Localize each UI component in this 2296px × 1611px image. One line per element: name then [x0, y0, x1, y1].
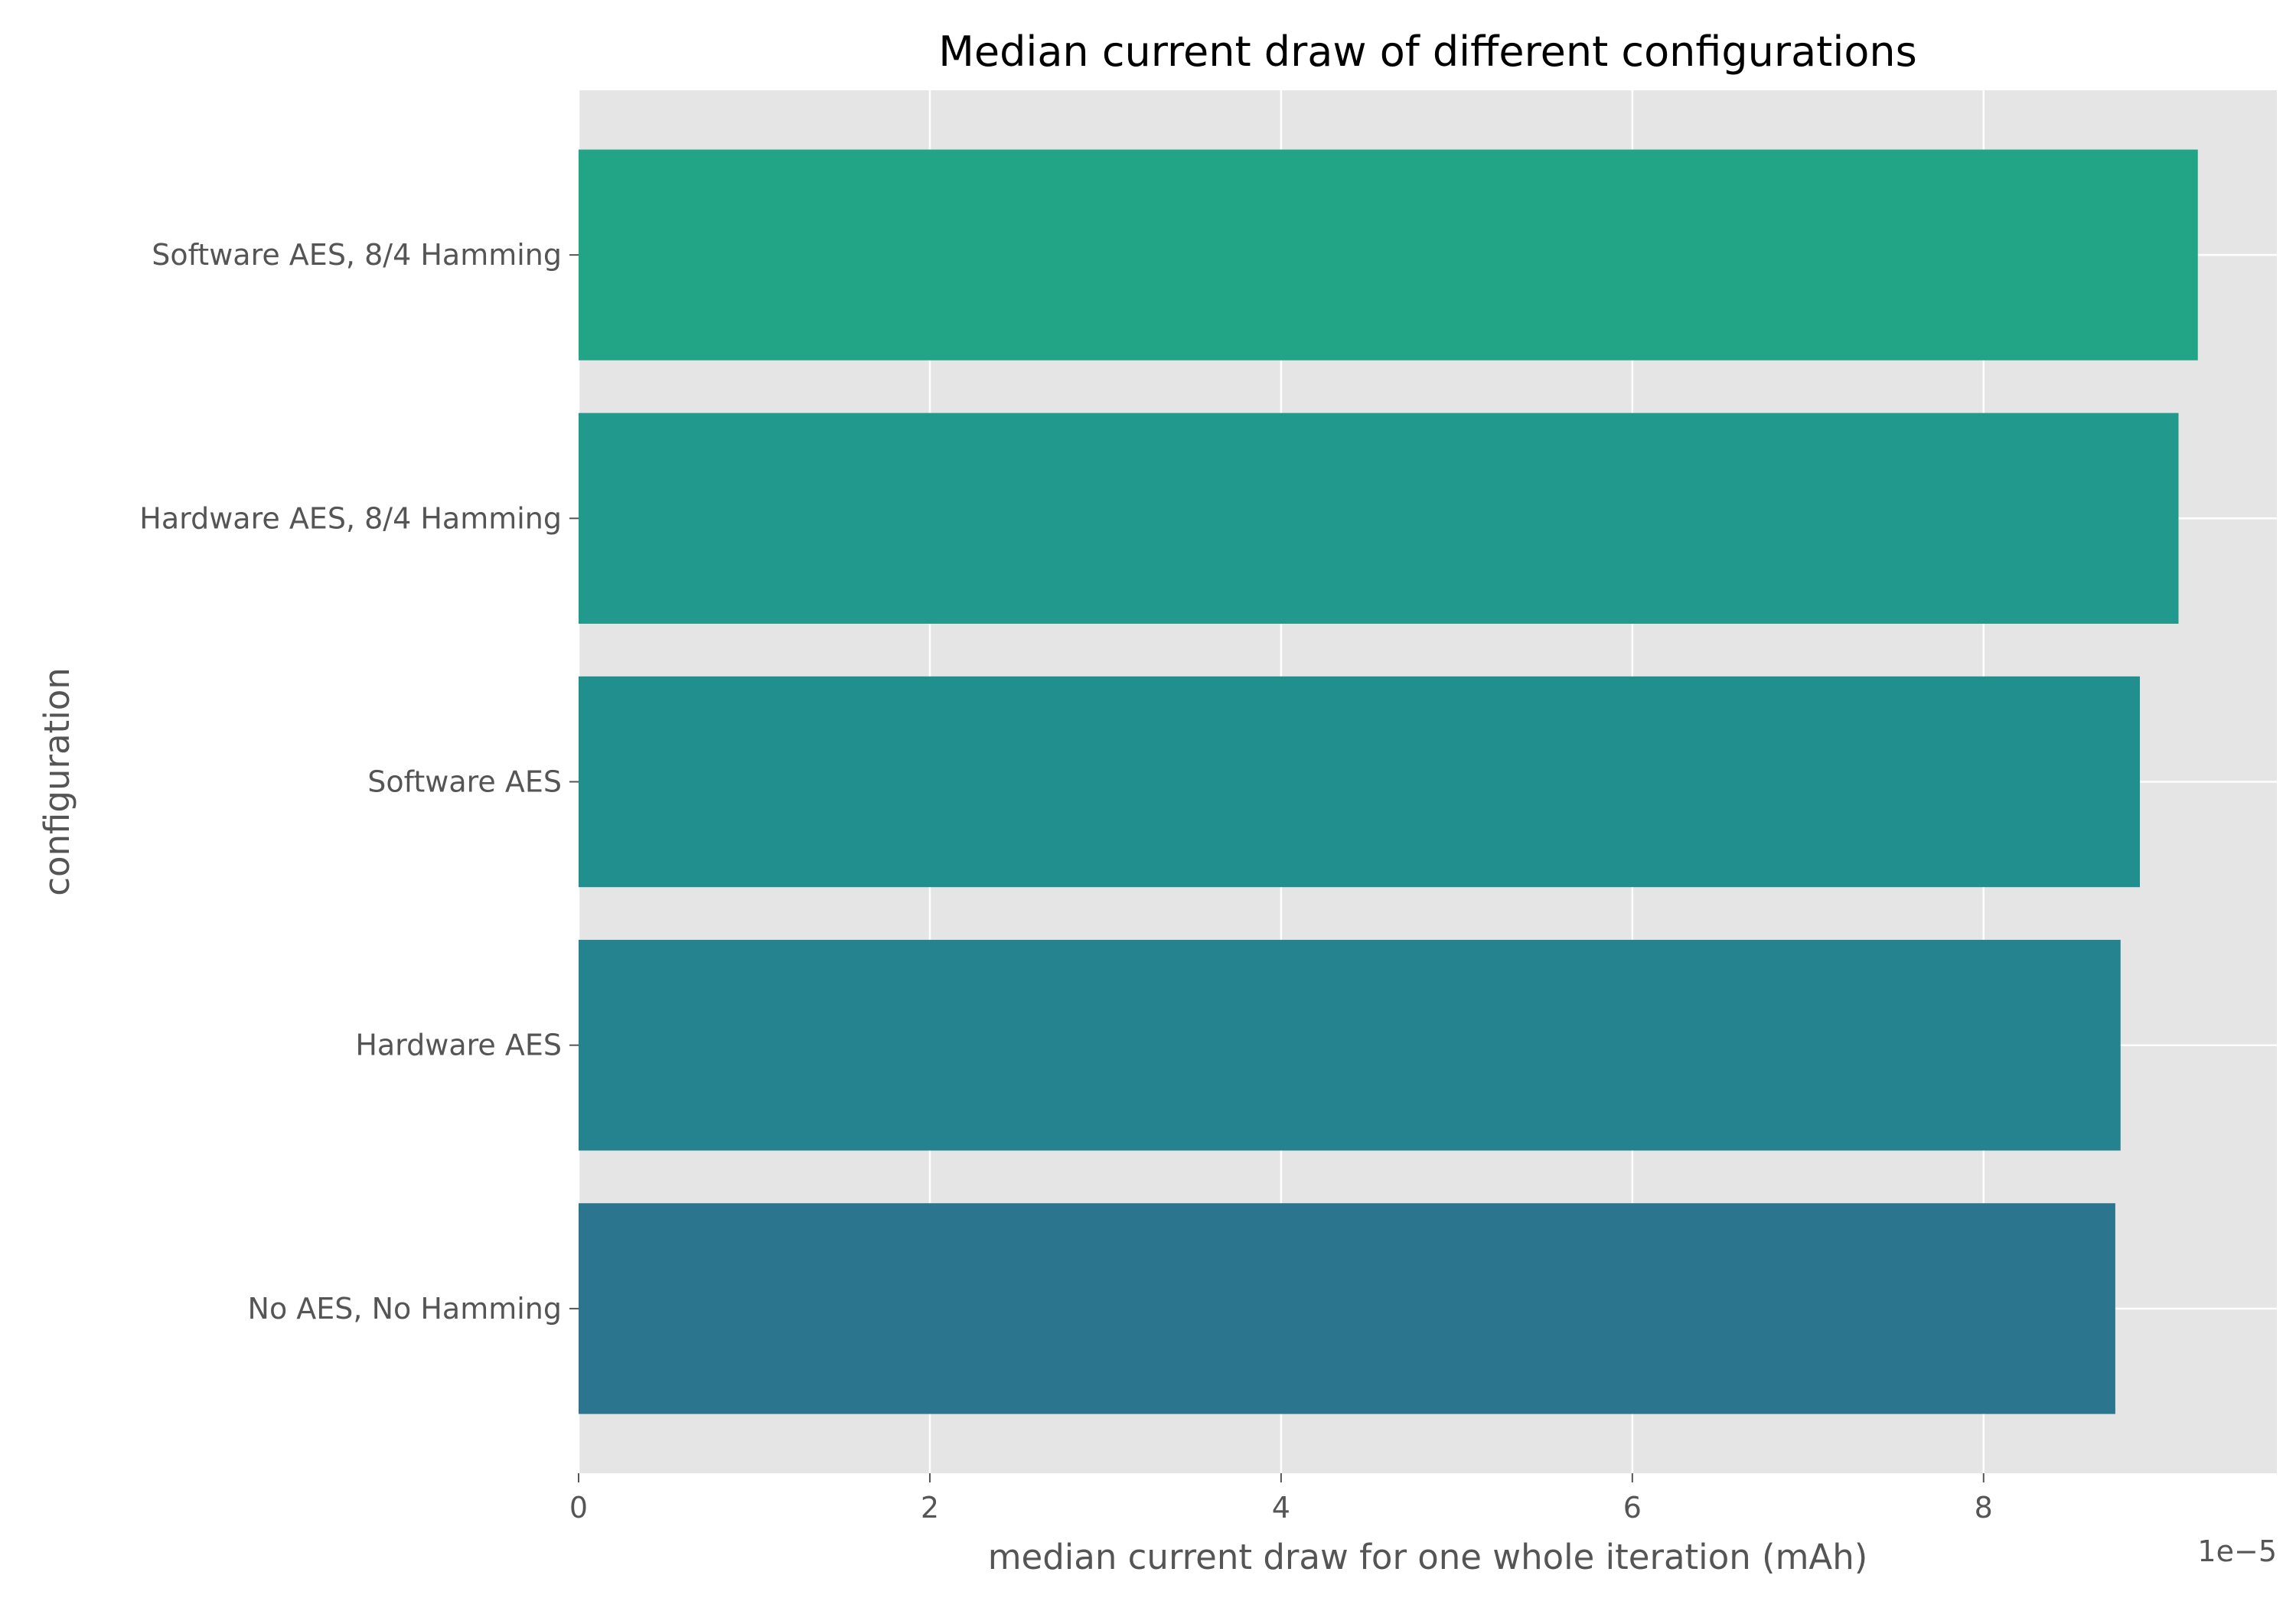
axis-ticks: 0 2 4 6 8 Software AES, 8/4 Hamming Hardware A… — [139, 238, 1993, 1525]
chart-title: Median current draw of different configu… — [938, 28, 1917, 76]
bar — [579, 1203, 2115, 1414]
x-tick-label: 4 — [1272, 1491, 1290, 1525]
bar — [579, 676, 2141, 888]
y-axis-label: configuration — [37, 667, 77, 896]
bar — [579, 413, 2179, 624]
x-tick-label: 8 — [1975, 1491, 1993, 1525]
y-tick-label: Software AES, 8/4 Hamming — [152, 238, 562, 272]
y-tick-label: Hardware AES, 8/4 Hamming — [139, 501, 562, 535]
x-tick-label: 6 — [1623, 1491, 1642, 1525]
x-axis-label: median current draw for one whole iterat… — [988, 1537, 1868, 1577]
x-tick-label: 0 — [569, 1491, 588, 1525]
x-tick-label: 2 — [921, 1491, 939, 1525]
bars — [579, 149, 2198, 1414]
y-tick-label: No AES, No Hamming — [248, 1292, 562, 1326]
y-tick-label: Hardware AES — [355, 1029, 562, 1062]
bar — [579, 149, 2198, 360]
y-tick-label: Software AES — [367, 765, 562, 799]
bar — [579, 940, 2121, 1151]
x-axis-offset-text: 1e−5 — [2197, 1534, 2277, 1568]
